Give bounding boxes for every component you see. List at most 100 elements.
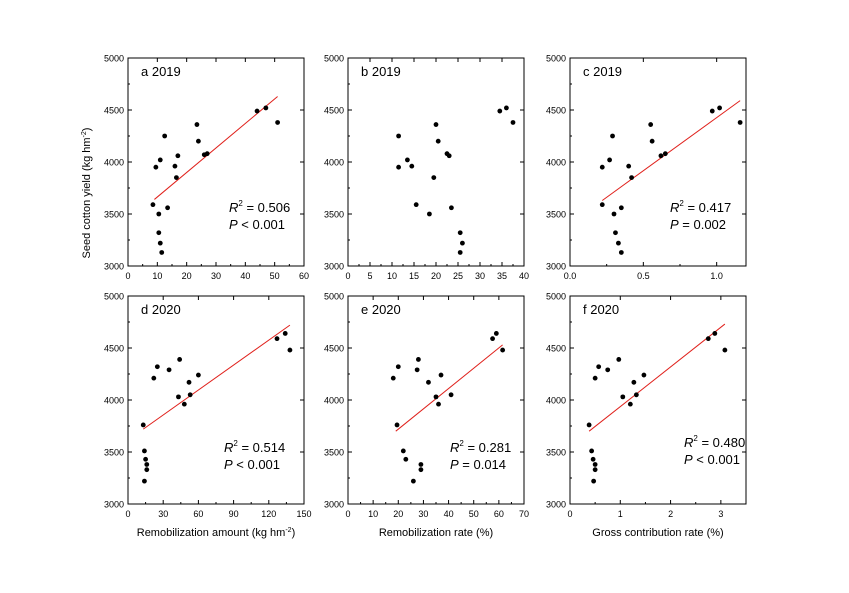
data-point [717, 105, 722, 111]
data-point [596, 364, 602, 370]
data-point [616, 240, 621, 246]
data-point [156, 230, 162, 236]
panel-title: d 2020 [141, 302, 181, 317]
regression-line [601, 100, 741, 201]
x-tick-label: 0 [567, 509, 572, 519]
x-tick-label: 20 [431, 271, 441, 281]
panel-title: b 2019 [361, 64, 401, 79]
y-axis-label: Seed cotton yield (kg hm-2) [81, 128, 93, 259]
data-point [433, 394, 439, 400]
r-squared-label: R2 = 0.480 [684, 434, 745, 450]
data-point [649, 138, 655, 144]
regression-line [154, 96, 278, 200]
y-tick-label: 3500 [324, 210, 344, 220]
data-point [418, 467, 424, 473]
x-tick-label: 10 [152, 271, 162, 281]
x-tick-label: 1 [618, 509, 623, 519]
x-tick-label: 10 [368, 509, 378, 519]
y-tick-label: 4000 [104, 396, 124, 406]
panel-c: 3000 3500 4000 4500 5000 0.0 0.5 1.0 c 2019 R2 = … [546, 54, 747, 281]
data-point [181, 401, 187, 407]
data-point [157, 157, 163, 163]
x-tick-label: 0 [345, 271, 350, 281]
y-tick-label: 4500 [104, 344, 124, 354]
x-tick-label: 30 [475, 271, 485, 281]
data-point [177, 357, 183, 362]
y-tick-label: 4000 [324, 158, 344, 168]
y-tick-label: 5000 [104, 292, 124, 302]
x-tick-label: 60 [299, 271, 309, 281]
data-point [144, 462, 150, 467]
data-point [410, 478, 416, 484]
data-point [151, 375, 157, 381]
panel-b: 3000 3500 4000 4500 5000 0 5 10 15 20 25 30 35 40 b 20… [324, 54, 529, 282]
data-point [157, 240, 163, 246]
data-point [504, 105, 509, 111]
y-tick-label: 3000 [546, 500, 566, 510]
plot-frame [127, 57, 305, 267]
data-point [196, 138, 201, 144]
plot-frame [127, 295, 305, 505]
r-squared-label: R2 = 0.281 [450, 439, 511, 455]
data-point [658, 153, 664, 159]
regression-line [142, 324, 291, 430]
p-value-label: P = 0.014 [450, 457, 506, 472]
panel-f: 3000 3500 4000 4500 5000 0 1 2 3 f 2020 R2 = 0.480… [546, 292, 747, 539]
x-tick-label: 90 [229, 509, 239, 519]
data-point [176, 394, 181, 400]
panel-title: a 2019 [141, 64, 181, 79]
x-tick-label: 50 [469, 509, 479, 519]
p-value-label: P < 0.001 [224, 457, 280, 472]
y-tick-label: 4500 [104, 106, 124, 116]
data-point [274, 336, 280, 342]
x-tick-label: 25 [453, 271, 463, 281]
data-point [648, 122, 654, 127]
y-tick-label: 3000 [104, 500, 124, 510]
regression-line [395, 344, 503, 432]
data-point [586, 422, 592, 428]
x-tick-label: 15 [409, 271, 419, 281]
data-point [433, 122, 439, 127]
data-point [460, 240, 465, 246]
data-point [620, 394, 626, 400]
data-point [196, 372, 201, 378]
data-point [610, 133, 615, 139]
p-value-label: P < 0.001 [684, 452, 740, 467]
data-point [712, 331, 718, 336]
data-point [187, 392, 193, 398]
data-point [589, 448, 595, 454]
data-point [611, 211, 617, 217]
data-point [613, 230, 618, 236]
plot-frame [569, 57, 747, 267]
data-point [405, 157, 410, 163]
x-axis-label: Gross contribution rate (%) [592, 527, 723, 539]
data-point [175, 153, 181, 159]
data-point [263, 105, 269, 111]
y-tick-label: 4500 [324, 344, 344, 354]
data-point [641, 372, 647, 378]
x-tick-label: 0.0 [564, 271, 577, 281]
data-point [722, 347, 728, 353]
p-value-label: P = 0.002 [670, 217, 726, 232]
data-point [626, 163, 632, 169]
y-tick-label: 4000 [546, 158, 566, 168]
data-point [140, 422, 146, 428]
y-tick-label: 3500 [104, 448, 124, 458]
data-point [409, 163, 415, 169]
y-tick-label: 4000 [546, 396, 566, 406]
data-point [254, 108, 260, 114]
y-tick-label: 4500 [324, 106, 344, 116]
data-point [418, 462, 424, 467]
data-point [448, 392, 454, 398]
data-point [144, 467, 150, 473]
x-axis-label: Remobilization amount (kg hm-2) [137, 527, 295, 539]
data-point [705, 336, 711, 342]
data-point [438, 372, 444, 378]
data-point [142, 448, 147, 454]
data-point [457, 230, 463, 236]
data-point [431, 175, 437, 181]
plot-frame [347, 57, 525, 267]
x-tick-label: 150 [296, 509, 311, 519]
x-tick-label: 60 [494, 509, 504, 519]
